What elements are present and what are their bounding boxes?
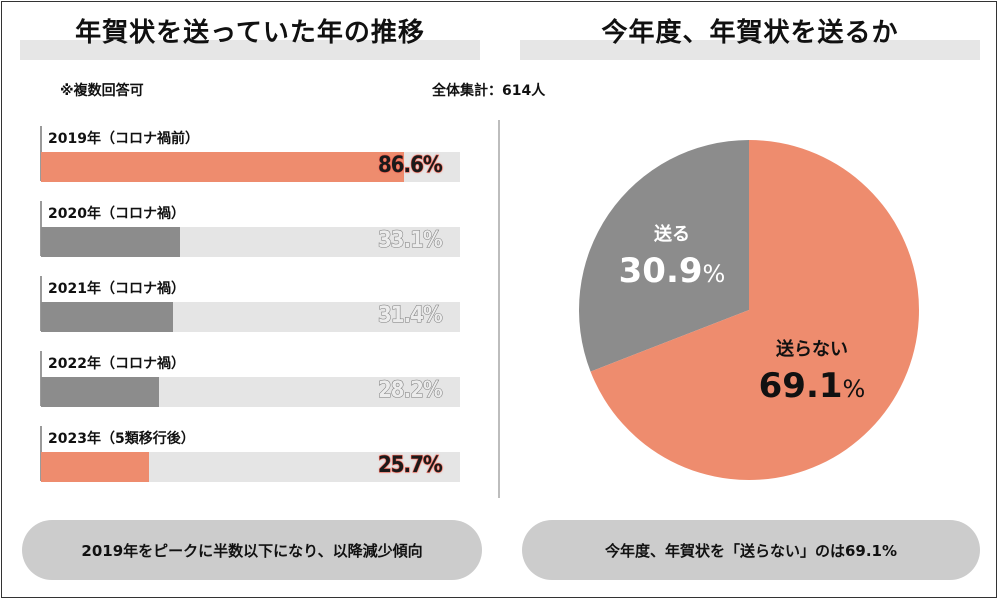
right-summary-text: 今年度、年賀状を「送らない」のは69.1%	[604, 541, 898, 560]
bar-category-label: 2022年（コロナ禍）	[48, 356, 185, 372]
left-summary-text: 2019年をピークに半数以下になり、以降減少傾向	[81, 541, 423, 560]
bar-track	[41, 452, 460, 482]
multiple-answers-note: ※複数回答可	[60, 83, 144, 99]
left-panel-title: 年賀状を送っていた年の推移	[75, 18, 425, 48]
bar	[41, 152, 404, 182]
bar	[41, 302, 173, 332]
bar-value-label: 31.4%	[378, 303, 444, 329]
bar-track	[41, 227, 460, 257]
bar-category-label: 2021年（コロナ禍）	[48, 281, 185, 297]
right-panel-title: 今年度、年賀状を送るか	[601, 18, 899, 48]
bar	[41, 377, 160, 407]
bar-track	[41, 377, 460, 407]
bar-category-label: 2020年（コロナ禍）	[48, 206, 185, 222]
bar-value-label: 86.6%	[378, 153, 444, 179]
panel-divider	[498, 120, 500, 498]
left-title-bar	[20, 40, 480, 60]
bar-track	[41, 302, 460, 332]
bar-value-label: 25.7%	[378, 453, 444, 479]
bar-track	[41, 152, 460, 182]
bar-category-label: 2019年（コロナ禍前）	[48, 131, 199, 147]
left-summary-pill: 2019年をピークに半数以下になり、以降減少傾向	[22, 520, 482, 580]
right-summary-pill: 今年度、年賀状を「送らない」のは69.1%	[522, 520, 980, 580]
total-respondents: 全体集計：614人	[432, 83, 546, 99]
bar	[41, 452, 149, 482]
bar	[41, 227, 180, 257]
bar-category-label: 2023年（5類移行後）	[48, 431, 195, 447]
bar-value-label: 28.2%	[378, 378, 444, 404]
right-title-bar	[520, 40, 980, 60]
bar-value-label: 33.1%	[378, 228, 444, 254]
